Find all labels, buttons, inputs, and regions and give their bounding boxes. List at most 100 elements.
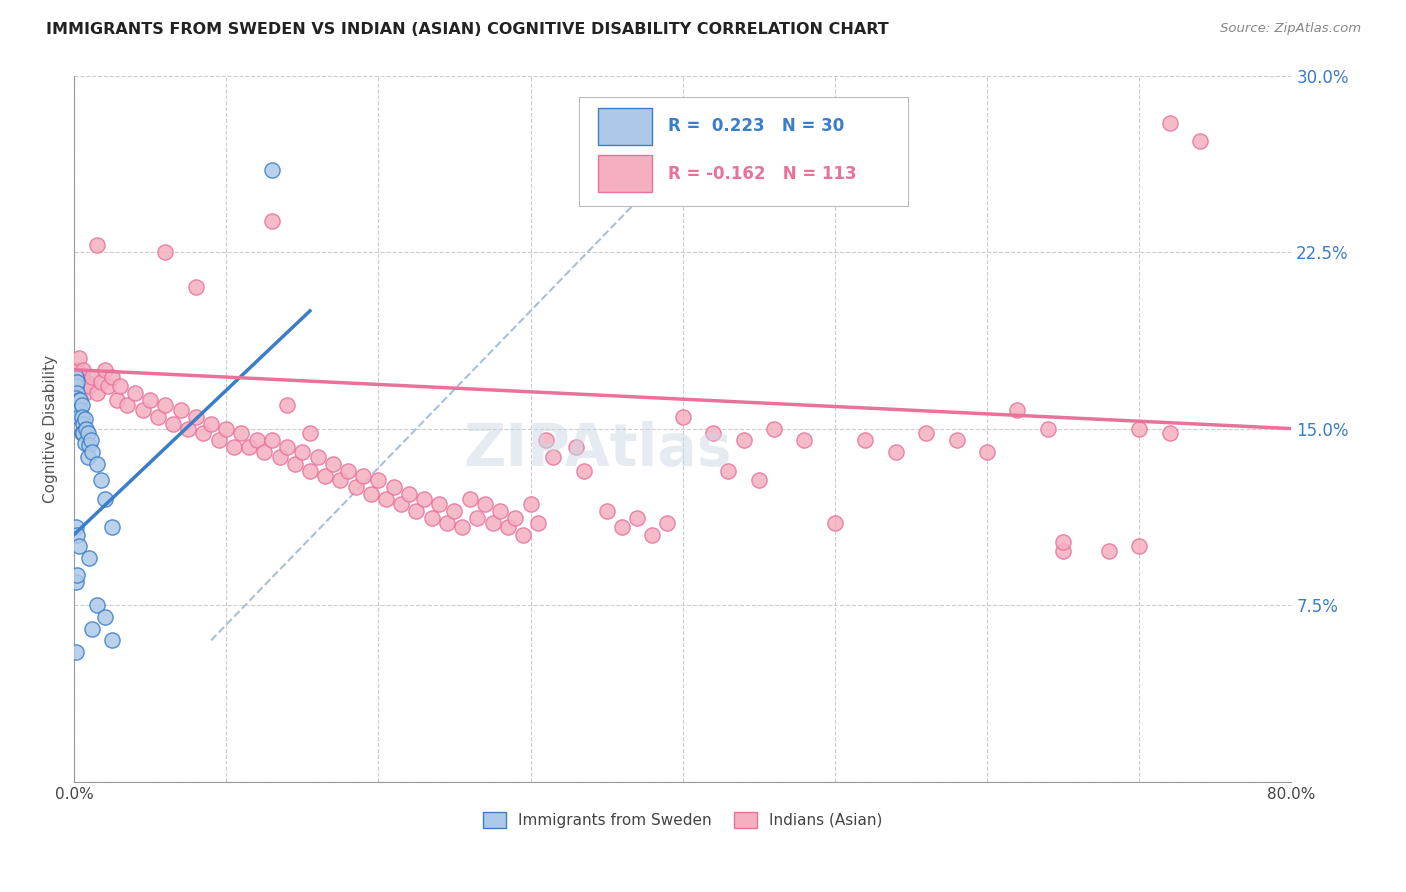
Point <box>193 426 215 441</box>
Legend: Immigrants from Sweden, Indians (Asian): Immigrants from Sweden, Indians (Asian) <box>477 805 889 834</box>
Point <box>65 369 87 384</box>
Point <box>67 393 90 408</box>
Point <box>67 409 90 424</box>
Point <box>763 421 786 435</box>
Point <box>322 457 344 471</box>
Point <box>748 474 770 488</box>
Point <box>451 520 474 534</box>
Point <box>474 497 496 511</box>
Point <box>101 633 124 648</box>
Text: IMMIGRANTS FROM SWEDEN VS INDIAN (ASIAN) COGNITIVE DISABILITY CORRELATION CHART: IMMIGRANTS FROM SWEDEN VS INDIAN (ASIAN)… <box>46 22 889 37</box>
Point <box>162 417 184 431</box>
Point <box>86 457 108 471</box>
Point <box>543 450 565 464</box>
Point <box>246 434 269 448</box>
Point <box>420 511 443 525</box>
Point <box>208 434 231 448</box>
Point <box>86 386 108 401</box>
Point <box>527 516 550 530</box>
Point <box>67 539 90 553</box>
Point <box>336 464 359 478</box>
Point <box>824 516 846 530</box>
Point <box>352 468 374 483</box>
Point <box>73 412 96 426</box>
Point <box>512 527 534 541</box>
Point <box>67 351 90 365</box>
Point <box>66 402 89 417</box>
Point <box>443 504 465 518</box>
Point <box>72 426 94 441</box>
Point <box>1128 421 1150 435</box>
Point <box>344 480 367 494</box>
Point <box>215 421 238 435</box>
Point <box>93 363 115 377</box>
Point <box>184 280 207 294</box>
Point <box>76 426 98 441</box>
Point <box>105 393 128 408</box>
Point <box>519 497 541 511</box>
Point <box>489 504 512 518</box>
Point <box>382 480 405 494</box>
Point <box>66 386 89 401</box>
Point <box>184 409 207 424</box>
Point <box>314 468 336 483</box>
Point <box>733 434 755 448</box>
Point <box>253 445 276 459</box>
Point <box>367 474 389 488</box>
Point <box>101 369 124 384</box>
Point <box>65 369 87 384</box>
Point <box>108 379 131 393</box>
Point <box>269 450 291 464</box>
Point <box>82 369 104 384</box>
Point <box>702 426 724 441</box>
Point <box>75 421 97 435</box>
Point <box>70 398 93 412</box>
Point <box>66 375 89 389</box>
Point <box>75 375 97 389</box>
Point <box>1128 539 1150 553</box>
Text: R = -0.162   N = 113: R = -0.162 N = 113 <box>668 165 856 184</box>
Point <box>1036 421 1059 435</box>
Point <box>86 238 108 252</box>
Point <box>65 379 87 393</box>
Point <box>717 464 740 478</box>
Point <box>298 426 321 441</box>
Point <box>70 369 93 384</box>
Point <box>86 598 108 612</box>
Point <box>505 511 527 525</box>
Point <box>260 214 283 228</box>
Point <box>465 511 488 525</box>
Point <box>66 567 89 582</box>
Point <box>260 434 283 448</box>
FancyBboxPatch shape <box>598 108 652 145</box>
Point <box>657 516 679 530</box>
Point <box>65 520 87 534</box>
Point <box>82 622 104 636</box>
Point <box>72 363 94 377</box>
Point <box>155 245 177 260</box>
Point <box>177 421 200 435</box>
Point <box>124 386 146 401</box>
Point <box>72 417 94 431</box>
Point <box>793 434 815 448</box>
Point <box>375 492 398 507</box>
Point <box>97 379 120 393</box>
Point <box>169 402 191 417</box>
Point <box>222 441 245 455</box>
Text: ZIPAtlas: ZIPAtlas <box>463 421 731 478</box>
Point <box>329 474 352 488</box>
Point <box>66 527 89 541</box>
Text: Source: ZipAtlas.com: Source: ZipAtlas.com <box>1220 22 1361 36</box>
Point <box>915 426 938 441</box>
Point <box>82 445 104 459</box>
Point <box>413 492 436 507</box>
FancyBboxPatch shape <box>598 155 652 192</box>
Point <box>276 398 298 412</box>
Point <box>260 162 283 177</box>
Point <box>1052 534 1074 549</box>
Point <box>884 445 907 459</box>
Point <box>360 487 382 501</box>
Point <box>65 574 87 589</box>
Point <box>572 464 595 478</box>
Point <box>200 417 222 431</box>
